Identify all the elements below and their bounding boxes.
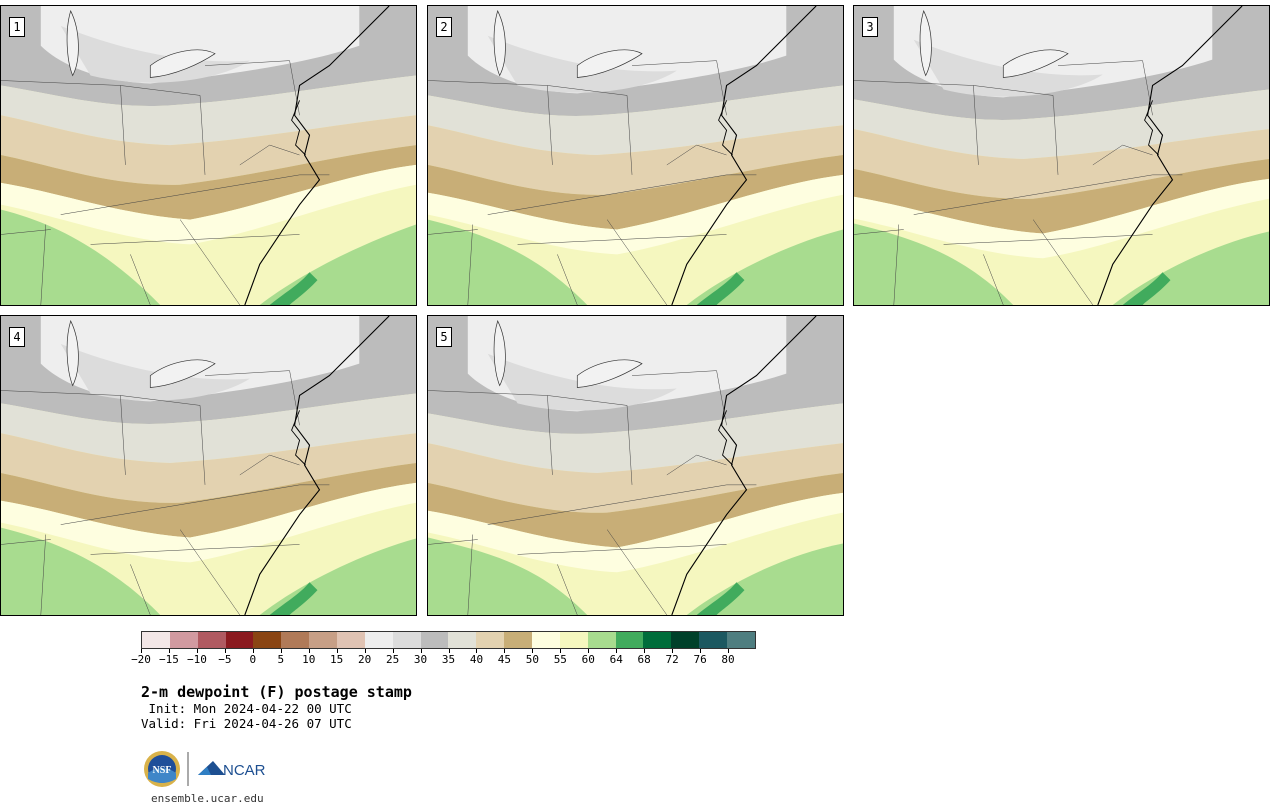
- panel-label-4: 4: [9, 327, 25, 347]
- site-url: ensemble.ucar.edu: [151, 792, 264, 805]
- colorbar-tick-12: [476, 649, 478, 653]
- valid-time: Valid: Fri 2024-04-26 07 UTC: [141, 716, 352, 731]
- colorbar-tick-label-21: 80: [721, 653, 735, 666]
- ncar-logo-text: NCAR: [223, 762, 266, 779]
- colorbar-tick-label-17: 64: [609, 653, 623, 666]
- ncar-logo-icon: NCAR: [198, 761, 266, 779]
- colorbar-tick-label-9: 25: [385, 653, 400, 666]
- colorbar-tick-label-13: 45: [497, 653, 512, 666]
- colorbar-tick-label-8: 20: [358, 653, 372, 666]
- colorbar-swatch-3: [225, 632, 254, 648]
- colorbar-swatch-11: [448, 632, 477, 648]
- colorbar-swatch-0: [142, 632, 170, 648]
- colorbar-tick-label-0: −20: [131, 653, 151, 666]
- colorbar-tick-16: [588, 649, 590, 653]
- chart-title: 2-m dewpoint (F) postage stamp: [141, 683, 412, 701]
- panel-label-1: 1: [9, 17, 25, 37]
- colorbar-tick-label-20: 76: [693, 653, 707, 666]
- colorbar-tick-label-18: 68: [637, 653, 651, 666]
- colorbar-swatch-10: [420, 632, 449, 648]
- colorbar-tick-6: [308, 649, 310, 653]
- colorbar-tick-18: [644, 649, 646, 653]
- map-panel-2: 2: [427, 5, 844, 306]
- map-panel-3: 3: [853, 5, 1270, 306]
- panel-label-5: 5: [436, 327, 452, 347]
- colorbar-swatch-7: [337, 632, 365, 648]
- colorbar-tick-1: [168, 649, 170, 653]
- colorbar-swatch-15: [559, 632, 588, 648]
- colorbar-swatch-13: [504, 632, 533, 648]
- colorbar-tick-label-16: 60: [581, 653, 595, 666]
- colorbar-swatch-18: [643, 632, 672, 648]
- map-panel-4: 4: [0, 315, 417, 616]
- colorbar-swatch-17: [615, 632, 644, 648]
- map-panel-5: 5: [427, 315, 844, 616]
- colorbar-swatch-12: [476, 632, 505, 648]
- dewpoint-map-4: [1, 316, 416, 615]
- colorbar-tick-label-14: 50: [525, 653, 539, 666]
- colorbar-tick-label-5: 5: [277, 653, 285, 666]
- colorbar-swatch-8: [364, 632, 393, 648]
- colorbar-tick-2: [196, 649, 198, 653]
- colorbar-tick-10: [420, 649, 422, 653]
- colorbar-tick-label-1: −15: [159, 653, 179, 666]
- colorbar-tick-label-12: 40: [469, 653, 484, 666]
- dewpoint-map-3: [854, 6, 1269, 305]
- colorbar: [141, 631, 756, 649]
- colorbar-tick-15: [560, 649, 562, 653]
- colorbar-tick-label-6: 10: [302, 653, 316, 666]
- colorbar-tick-20: [700, 649, 702, 653]
- colorbar-swatch-14: [532, 632, 560, 648]
- colorbar-swatch-6: [309, 632, 338, 648]
- colorbar-tick-label-3: −5: [218, 653, 232, 666]
- colorbar-tick-9: [392, 649, 394, 653]
- colorbar-tick-5: [280, 649, 282, 653]
- colorbar-swatch-2: [197, 632, 226, 648]
- colorbar-tick-0: [141, 649, 142, 653]
- nsf-logo-icon: NSF: [144, 751, 180, 787]
- map-panel-1: 1: [0, 5, 417, 306]
- colorbar-swatch-1: [169, 632, 198, 648]
- colorbar-tick-label-15: 55: [553, 653, 567, 666]
- colorbar-tick-21: [728, 649, 730, 653]
- colorbar-tick-3: [224, 649, 226, 653]
- colorbar-tick-8: [364, 649, 366, 653]
- panel-label-3: 3: [862, 17, 878, 37]
- colorbar-ticks: −20 −15 −10 −5 0 5 10 15 20 25 30 35 40 45 50 55 60 64 68 7…: [131, 649, 756, 669]
- colorbar-tick-19: [672, 649, 674, 653]
- colorbar-tick-label-11: 35: [441, 653, 456, 666]
- colorbar-swatch-5: [281, 632, 310, 648]
- colorbar-swatch-4: [253, 632, 282, 648]
- colorbar-swatch-19: [671, 632, 700, 648]
- logos: NSF NCAR: [144, 751, 266, 787]
- colorbar-swatch-9: [392, 632, 421, 648]
- colorbar-swatch-20: [699, 632, 728, 648]
- colorbar-tick-label-7: 15: [330, 653, 344, 666]
- colorbar-tick-label-2: −10: [186, 653, 207, 666]
- colorbar-swatch-21: [727, 632, 755, 648]
- dewpoint-map-5: [428, 316, 843, 615]
- init-time: Init: Mon 2024-04-22 00 UTC: [141, 701, 352, 716]
- colorbar-tick-13: [504, 649, 506, 653]
- panel-label-2: 2: [436, 17, 452, 37]
- colorbar-tick-11: [448, 649, 450, 653]
- colorbar-tick-14: [532, 649, 534, 653]
- colorbar-tick-label-4: 0: [249, 653, 257, 666]
- colorbar-tick-label-19: 72: [665, 653, 679, 666]
- colorbar-tick-17: [616, 649, 618, 653]
- colorbar-swatch-16: [587, 632, 616, 648]
- nsf-logo-text: NSF: [153, 765, 172, 776]
- colorbar-tick-7: [336, 649, 338, 653]
- colorbar-tick-4: [252, 649, 254, 653]
- dewpoint-map-1: [1, 6, 416, 305]
- dewpoint-map-2: [428, 6, 843, 305]
- colorbar-tick-label-10: 30: [413, 653, 428, 666]
